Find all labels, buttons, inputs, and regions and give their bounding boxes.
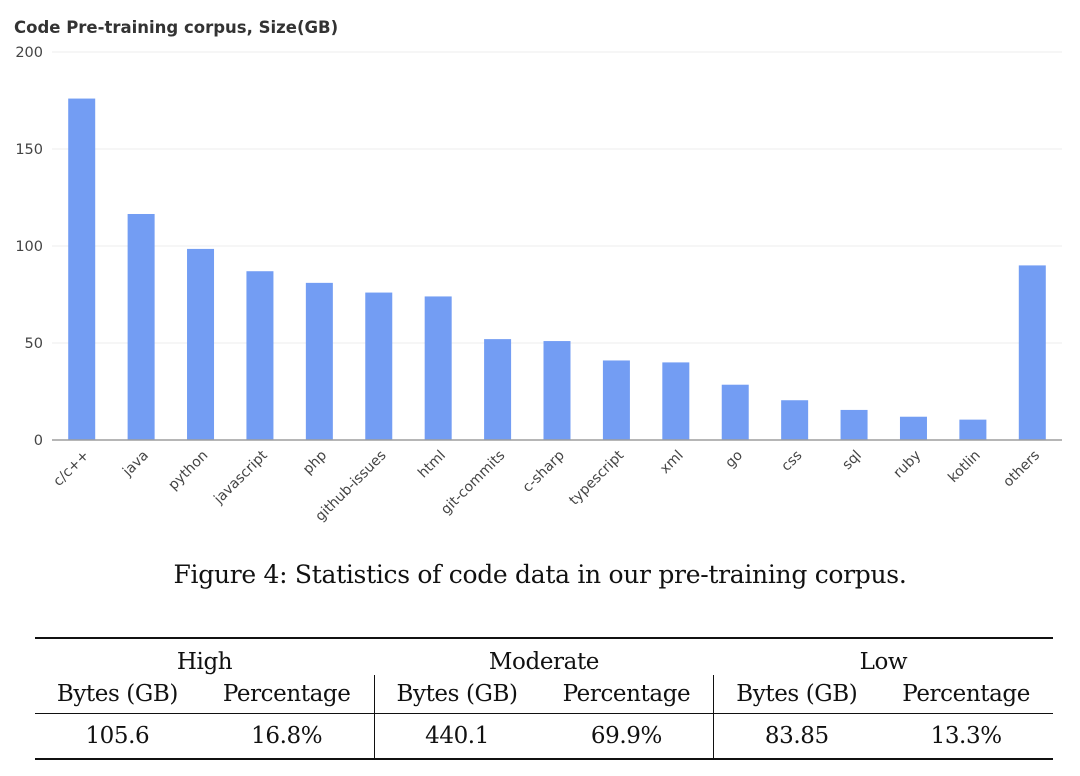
x-tick-label: c-sharp: [520, 447, 568, 495]
table-row: 105.6 16.8% 440.1 69.9% 83.85 13.3%: [35, 713, 1053, 760]
chart-title: Code Pre-training corpus, Size(GB): [14, 18, 338, 37]
cell-low-bytes: 83.85: [713, 713, 880, 760]
bar-c-c-: [68, 98, 96, 440]
subheader-low-bytes: Bytes (GB): [713, 675, 880, 714]
x-tick-label: css: [778, 448, 805, 475]
bar-php: [305, 282, 333, 440]
bar-xml: [662, 362, 690, 440]
group-header-high: High: [35, 637, 375, 675]
bar-c-sharp: [543, 341, 571, 440]
x-tick-label: typescript: [566, 447, 627, 508]
x-tick-label: ruby: [890, 448, 924, 482]
bar-ruby: [899, 416, 927, 440]
subheader-high-bytes: Bytes (GB): [35, 675, 200, 714]
cell-high-bytes: 105.6: [35, 713, 200, 760]
y-axis-ticks: 0 50 100 150 200: [15, 45, 43, 449]
x-tick-label: kotlin: [945, 448, 983, 486]
x-tick-label: git-commits: [438, 448, 508, 518]
bar-kotlin: [959, 419, 987, 440]
x-axis-labels: c/c++ java python javascript phpgithub-issue…: [50, 447, 1043, 525]
bar-css: [781, 400, 809, 440]
x-tick-label: xml: [657, 448, 687, 478]
x-tick-label: java: [119, 448, 152, 481]
y-tick-label: 200: [15, 45, 43, 61]
figure-caption: Figure 4: Statistics of code data in our…: [173, 560, 907, 589]
x-tick-label: sql: [839, 448, 865, 474]
x-tick-label: html: [415, 448, 449, 482]
bar-github-issues: [365, 292, 393, 440]
y-tick-label: 0: [34, 433, 43, 449]
subheader-moderate-bytes: Bytes (GB): [373, 675, 540, 714]
bar-go: [721, 384, 749, 440]
y-tick-label: 100: [15, 239, 43, 255]
bar-html: [424, 296, 452, 440]
cell-moderate-bytes: 440.1: [373, 713, 540, 760]
bar-sql: [840, 409, 868, 440]
bar-javascript: [246, 271, 274, 440]
cell-high-percentage: 16.8%: [199, 713, 375, 760]
x-tick-label: go: [722, 448, 746, 472]
cell-moderate-percentage: 69.9%: [539, 713, 714, 760]
bar-git-commits: [484, 339, 512, 440]
group-header-low: Low: [713, 637, 1053, 675]
cell-low-percentage: 13.3%: [879, 713, 1053, 760]
subheader-high-percentage: Percentage: [199, 675, 375, 714]
bar-python: [187, 248, 215, 440]
bar-chart: Code Pre-training corpus, Size(GB) 0 50 10…: [14, 18, 1062, 525]
subheader-moderate-percentage: Percentage: [539, 675, 714, 714]
bar-typescript: [602, 360, 630, 440]
x-tick-label: php: [300, 447, 330, 477]
x-tick-label: c/c++: [50, 448, 92, 490]
subheader-low-percentage: Percentage: [879, 675, 1053, 714]
bar-java: [127, 213, 155, 440]
x-tick-label: javascript: [210, 447, 271, 508]
bar-others: [1018, 265, 1046, 440]
table-group-header-row: High Moderate Low: [35, 637, 1053, 675]
y-tick-label: 150: [15, 142, 43, 158]
x-tick-label: python: [165, 448, 211, 494]
quality-stats-table: High Moderate Low Bytes (GB) Percentage …: [35, 637, 1053, 760]
table-subheader-row: Bytes (GB) Percentage Bytes (GB) Percent…: [35, 675, 1053, 714]
bars: [68, 98, 1046, 440]
x-tick-label: others: [1000, 448, 1043, 491]
group-header-moderate: Moderate: [374, 637, 714, 675]
y-tick-label: 50: [25, 336, 43, 352]
